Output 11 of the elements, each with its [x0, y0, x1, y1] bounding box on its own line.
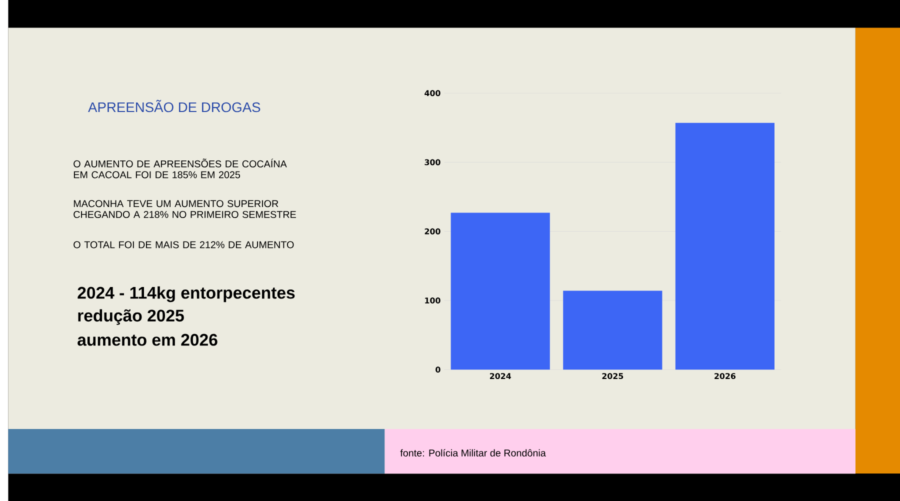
- text: MACONHA TEVE UM AUMENTO SUPERIOR CHEGANDO A 218% NO PRIMEIRO SEMESTRE: [74, 200, 296, 218]
- text: 2024 - 114kg entorpecentes: [78, 286, 295, 302]
- text: O AUMENTO DE APREENSÕES DE COCAÍNA EM CACOAL FOI DE 185% EM 2025: [74, 158, 287, 178]
- text: O TOTAL FOI DE MAIS DE 212% DE AUMENTO: [74, 241, 294, 248]
- bar: [675, 122, 774, 370]
- bar: [563, 290, 662, 370]
- text: APREENSÃO DE DROGAS: [88, 100, 260, 112]
- text: redução 2025: [78, 309, 184, 325]
- bar: [450, 212, 550, 370]
- source-note: fonte: Polícia Militar de Rondônia: [400, 448, 546, 456]
- text: aumento em 2026: [78, 334, 218, 346]
